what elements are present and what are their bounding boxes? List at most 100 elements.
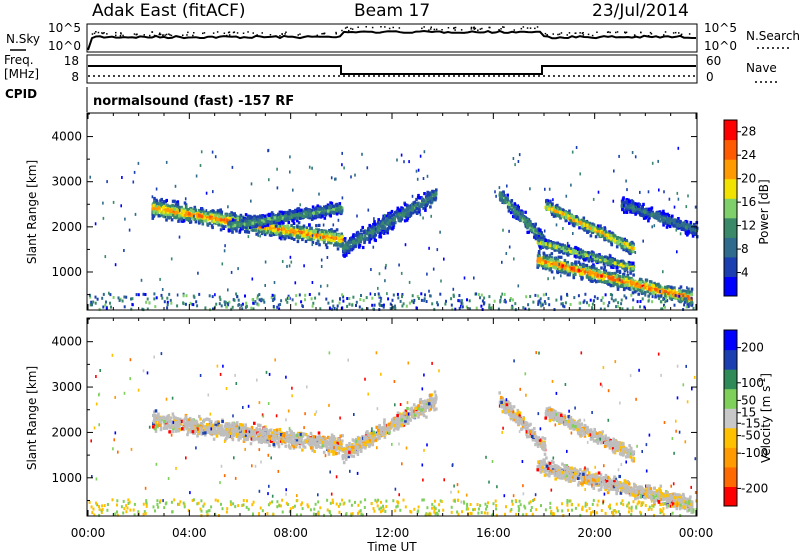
power-cell xyxy=(600,266,603,270)
power-cell xyxy=(688,290,692,294)
power-cell xyxy=(241,221,244,225)
power-cell xyxy=(162,200,165,204)
power-cell xyxy=(335,203,339,207)
power-cell xyxy=(363,235,367,239)
power-cell xyxy=(624,275,628,279)
power-cell xyxy=(539,258,543,262)
power-cell xyxy=(248,221,252,225)
power-cell xyxy=(582,219,585,223)
power-cell xyxy=(524,218,527,223)
power-cell xyxy=(650,280,653,284)
power-cell xyxy=(609,258,613,262)
power-cell xyxy=(234,215,237,220)
power-cell xyxy=(667,291,670,295)
power-cell xyxy=(589,252,592,256)
power-cell xyxy=(537,259,540,263)
power-cell xyxy=(290,224,293,228)
power-cell xyxy=(675,291,679,295)
noise-dot xyxy=(557,33,559,36)
power-cell xyxy=(245,230,248,234)
power-cell xyxy=(389,211,392,215)
power-cell xyxy=(291,233,294,237)
power-cell xyxy=(295,228,299,232)
power-cell xyxy=(253,219,256,223)
power-cell xyxy=(556,248,559,252)
power-cell xyxy=(187,217,190,221)
freq-line xyxy=(88,65,696,75)
power-cell xyxy=(558,210,562,214)
power-cell xyxy=(284,210,287,215)
power-cell xyxy=(268,227,272,231)
power-cell xyxy=(534,234,537,238)
power-cell xyxy=(552,259,556,263)
power-cell xyxy=(539,231,543,235)
noise-dot xyxy=(115,34,117,37)
power-cell xyxy=(549,267,553,271)
power-cell xyxy=(156,210,160,214)
power-cell xyxy=(627,286,631,291)
power-cell xyxy=(316,204,320,208)
power-cell xyxy=(683,300,687,304)
power-cell xyxy=(403,219,407,223)
noise-dot xyxy=(421,27,423,30)
power-cell xyxy=(321,214,324,218)
power-cell xyxy=(599,224,602,228)
power-cell xyxy=(308,216,311,220)
power-cell xyxy=(286,216,289,220)
power-cell xyxy=(343,248,346,253)
power-cell xyxy=(188,212,191,216)
noise-right-tick-bottom: 10^0 xyxy=(704,39,737,53)
power-cell xyxy=(193,207,197,212)
power-cell xyxy=(359,232,362,236)
power-cell xyxy=(677,289,681,293)
power-cell xyxy=(261,215,265,219)
power-cell xyxy=(426,201,429,205)
power-cell xyxy=(212,213,215,217)
noise-dot xyxy=(430,28,432,30)
power-cell xyxy=(304,211,308,215)
power-cell xyxy=(537,231,541,235)
power-cell xyxy=(575,269,578,273)
power-cell xyxy=(533,224,537,228)
power-cell xyxy=(381,230,385,235)
power-cell xyxy=(405,203,409,207)
power-cell xyxy=(270,215,274,219)
power-cell xyxy=(415,207,418,211)
power-cell xyxy=(304,230,308,234)
power-cell xyxy=(643,286,646,290)
power-cell xyxy=(435,188,438,192)
power-cell xyxy=(191,216,194,220)
power-cell xyxy=(417,203,420,207)
power-cell xyxy=(264,218,268,222)
power-cell xyxy=(398,216,402,220)
power-cell xyxy=(616,274,620,278)
power-cell xyxy=(587,251,590,255)
power-cell xyxy=(557,255,561,259)
noise-dot xyxy=(392,26,394,29)
power-cell xyxy=(506,193,509,197)
power-cell xyxy=(288,226,291,230)
power-cell xyxy=(325,233,329,237)
power-cell xyxy=(581,272,585,276)
power-cell xyxy=(203,210,207,214)
power-cell xyxy=(529,220,532,224)
noise-dot xyxy=(165,33,168,36)
power-cell xyxy=(541,262,545,266)
power-cell xyxy=(272,220,276,224)
power-cell xyxy=(686,292,690,296)
power-cell xyxy=(645,283,648,287)
power-cell xyxy=(507,201,511,205)
power-cell xyxy=(304,209,308,213)
power-cell xyxy=(550,270,554,274)
power-cell xyxy=(587,259,591,263)
power-cell xyxy=(273,226,277,231)
noise-dot xyxy=(242,32,245,34)
power-cell xyxy=(433,197,436,201)
power-cell xyxy=(391,217,394,221)
power-cell xyxy=(559,208,562,212)
power-cell xyxy=(401,213,404,217)
power-cell xyxy=(499,195,502,199)
power-cell xyxy=(552,261,556,265)
power-cell xyxy=(591,274,594,278)
power-cell xyxy=(324,213,328,217)
